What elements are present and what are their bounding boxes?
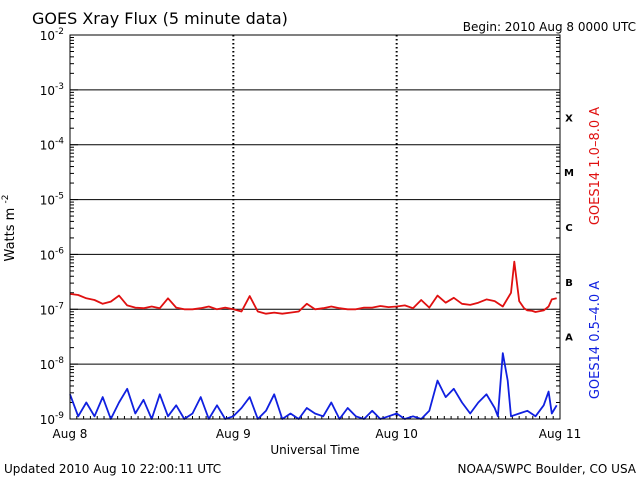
y-tick-label-exponent: -9 xyxy=(55,411,64,421)
y-tick-label-exponent: -3 xyxy=(55,82,64,92)
y-tick-label-base: 10 xyxy=(40,413,55,427)
y-tick-label-exponent: -4 xyxy=(55,137,64,147)
y-tick-label-base: 10 xyxy=(40,248,55,262)
x-tick-label: Aug 9 xyxy=(216,427,251,441)
y-tick-label: 10-8 xyxy=(40,356,65,372)
flare-class-label: B xyxy=(565,278,573,289)
y-axis-label-base: Watts m xyxy=(3,208,18,262)
y-tick-label: 10-7 xyxy=(40,301,64,317)
y-tick-label-base: 10 xyxy=(40,303,55,317)
y-tick-label-exponent: -7 xyxy=(55,301,64,311)
y-tick-label: 10-3 xyxy=(40,82,64,98)
y-tick-label-base: 10 xyxy=(40,194,55,208)
y-tick-label-base: 10 xyxy=(40,29,55,43)
y-tick-label: 10-4 xyxy=(40,137,65,153)
x-tick-label: Aug 11 xyxy=(539,427,582,441)
begin-time-label: Begin: 2010 Aug 8 0000 UTC xyxy=(463,20,636,34)
x-tick-label: Aug 8 xyxy=(53,427,88,441)
y-tick-label: 10-2 xyxy=(40,27,64,43)
series-line-short-channel xyxy=(69,352,558,420)
y-tick-label-exponent: -6 xyxy=(55,246,64,256)
y-tick-label-exponent: -5 xyxy=(55,192,64,202)
y-tick-label-base: 10 xyxy=(40,139,55,153)
series-layer xyxy=(69,260,558,420)
chart-title: GOES Xray Flux (5 minute data) xyxy=(32,9,288,28)
legend-goes14-long-channel: GOES14 1.0–8.0 A xyxy=(588,107,603,225)
y-tick-label: 10-5 xyxy=(40,192,64,208)
y-tick-label-exponent: -2 xyxy=(55,27,64,37)
y-tick-label-base: 10 xyxy=(40,84,55,98)
series-line-long-channel xyxy=(69,260,557,315)
credit-label: NOAA/SWPC Boulder, CO USA xyxy=(458,462,637,476)
y-tick-label-exponent: -8 xyxy=(55,356,64,366)
legend-goes14-short-channel: GOES14 0.5–4.0 A xyxy=(588,281,603,399)
flare-class-label: C xyxy=(565,223,572,234)
y-tick-label-base: 10 xyxy=(40,358,55,372)
y-axis-label-exponent: -2 xyxy=(1,195,11,204)
y-axis-label: Watts m -2 xyxy=(1,195,18,262)
updated-timestamp: Updated 2010 Aug 10 22:00:11 UTC xyxy=(4,462,221,476)
x-tick-label: Aug 10 xyxy=(375,427,418,441)
plot-frame xyxy=(69,34,561,420)
flare-class-label: X xyxy=(565,113,573,124)
flare-class-label: A xyxy=(565,333,573,344)
flare-class-label: M xyxy=(564,168,574,179)
y-tick-label: 10-9 xyxy=(40,411,65,427)
y-tick-label: 10-6 xyxy=(40,246,65,262)
x-axis-label: Universal Time xyxy=(270,443,359,457)
